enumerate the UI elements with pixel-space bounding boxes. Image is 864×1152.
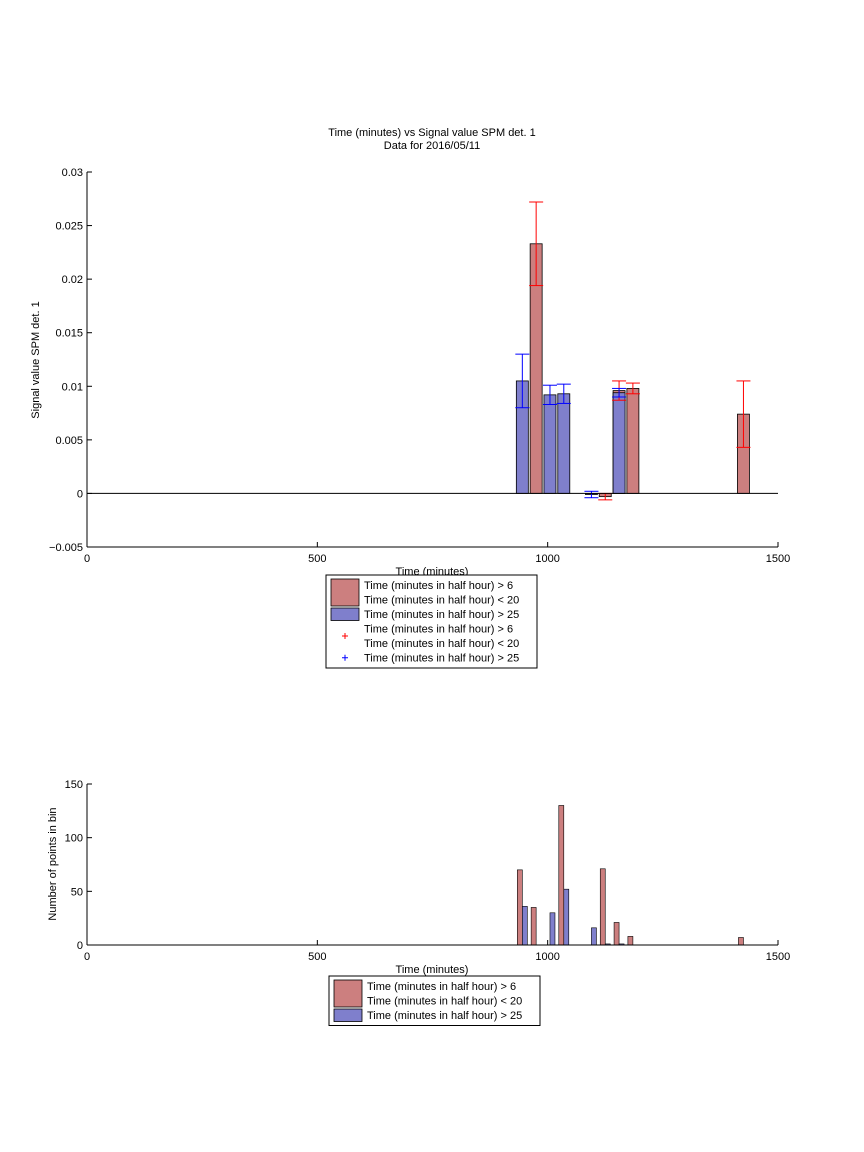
y-tick-label: 0.03: [62, 167, 83, 179]
y-axis-label: Signal value SPM det. 1: [30, 301, 42, 418]
y-tick-label: 150: [65, 779, 83, 791]
legend-label: Time (minutes in half hour) < 20: [364, 638, 519, 650]
legend-label: Time (minutes in half hour) < 20: [367, 996, 522, 1008]
count-legend: Time (minutes in half hour) > 6 Time (min…: [328, 975, 541, 1026]
y-tick-label: 0.02: [62, 274, 83, 286]
x-axis-label: Time (minutes): [396, 964, 469, 976]
y-tick-label: −0.005: [49, 542, 83, 554]
legend-swatch: [333, 1008, 363, 1022]
legend-swatch: [330, 607, 360, 621]
legend-label: Time (minutes in half hour) < 20: [364, 595, 519, 607]
legend-swatch: [333, 979, 363, 1008]
x-tick-label: 0: [84, 951, 90, 963]
bar: [558, 805, 565, 946]
legend-label: Time (minutes in half hour) > 25: [364, 653, 519, 665]
y-tick-label: 100: [65, 833, 83, 845]
legend-label: Time (minutes in half hour) > 6: [364, 624, 513, 636]
signal-legend: Time (minutes in half hour) > 6 Time (min…: [325, 574, 538, 669]
bar: [626, 388, 640, 494]
x-tick-label: 1000: [535, 951, 559, 963]
bar: [738, 937, 744, 946]
bar: [543, 394, 557, 494]
y-tick-label: 0.01: [62, 381, 83, 393]
bar: [612, 392, 626, 494]
legend-swatch: [330, 578, 360, 607]
y-tick-label: 0.025: [55, 221, 83, 233]
bar: [613, 922, 620, 946]
legend-label: Time (minutes in half hour) > 25: [367, 1010, 522, 1022]
count-axes: 0 500 1000 1500 0 50 100 150: [65, 779, 791, 963]
chart-title: Time (minutes) vs Signal value SPM det. …: [328, 127, 535, 139]
count-bars: [517, 805, 744, 946]
bar: [599, 868, 606, 946]
bar: [627, 936, 634, 946]
x-tick-label: 1000: [535, 553, 559, 565]
y-tick-label: 0: [77, 488, 83, 500]
y-tick-label: 50: [71, 886, 83, 898]
bar: [563, 888, 570, 946]
chart-subtitle: Data for 2016/05/11: [384, 140, 480, 152]
bar: [557, 393, 571, 494]
bar: [522, 906, 528, 946]
y-tick-label: 0.005: [55, 435, 83, 447]
y-axis-label: Number of points in bin: [47, 807, 59, 920]
x-tick-label: 1500: [766, 951, 790, 963]
y-tick-label: 0.015: [55, 328, 83, 340]
legend-label: Time (minutes in half hour) > 25: [364, 609, 519, 621]
count-chart: 0 500 1000 1500 0 50 100 150 Time (minutes) Num…: [47, 779, 790, 1026]
bar: [530, 907, 537, 946]
signal-chart: Time (minutes) vs Signal value SPM det. …: [30, 127, 790, 669]
signal-axes: 0 500 1000 1500−0.00500.0050.010.0150.020.0…: [49, 167, 790, 565]
bar: [549, 912, 556, 946]
legend-label: Time (minutes in half hour) > 6: [364, 580, 513, 592]
legend-box: [328, 975, 541, 1026]
bar: [591, 927, 597, 946]
x-tick-label: 500: [308, 553, 326, 565]
legend-box: [325, 574, 538, 669]
x-tick-label: 500: [308, 951, 326, 963]
x-tick-label: 0: [84, 553, 90, 565]
bar: [517, 869, 523, 946]
legend-label: Time (minutes in half hour) > 6: [367, 981, 516, 993]
y-tick-label: 0: [77, 940, 83, 952]
x-tick-label: 1500: [766, 553, 790, 565]
